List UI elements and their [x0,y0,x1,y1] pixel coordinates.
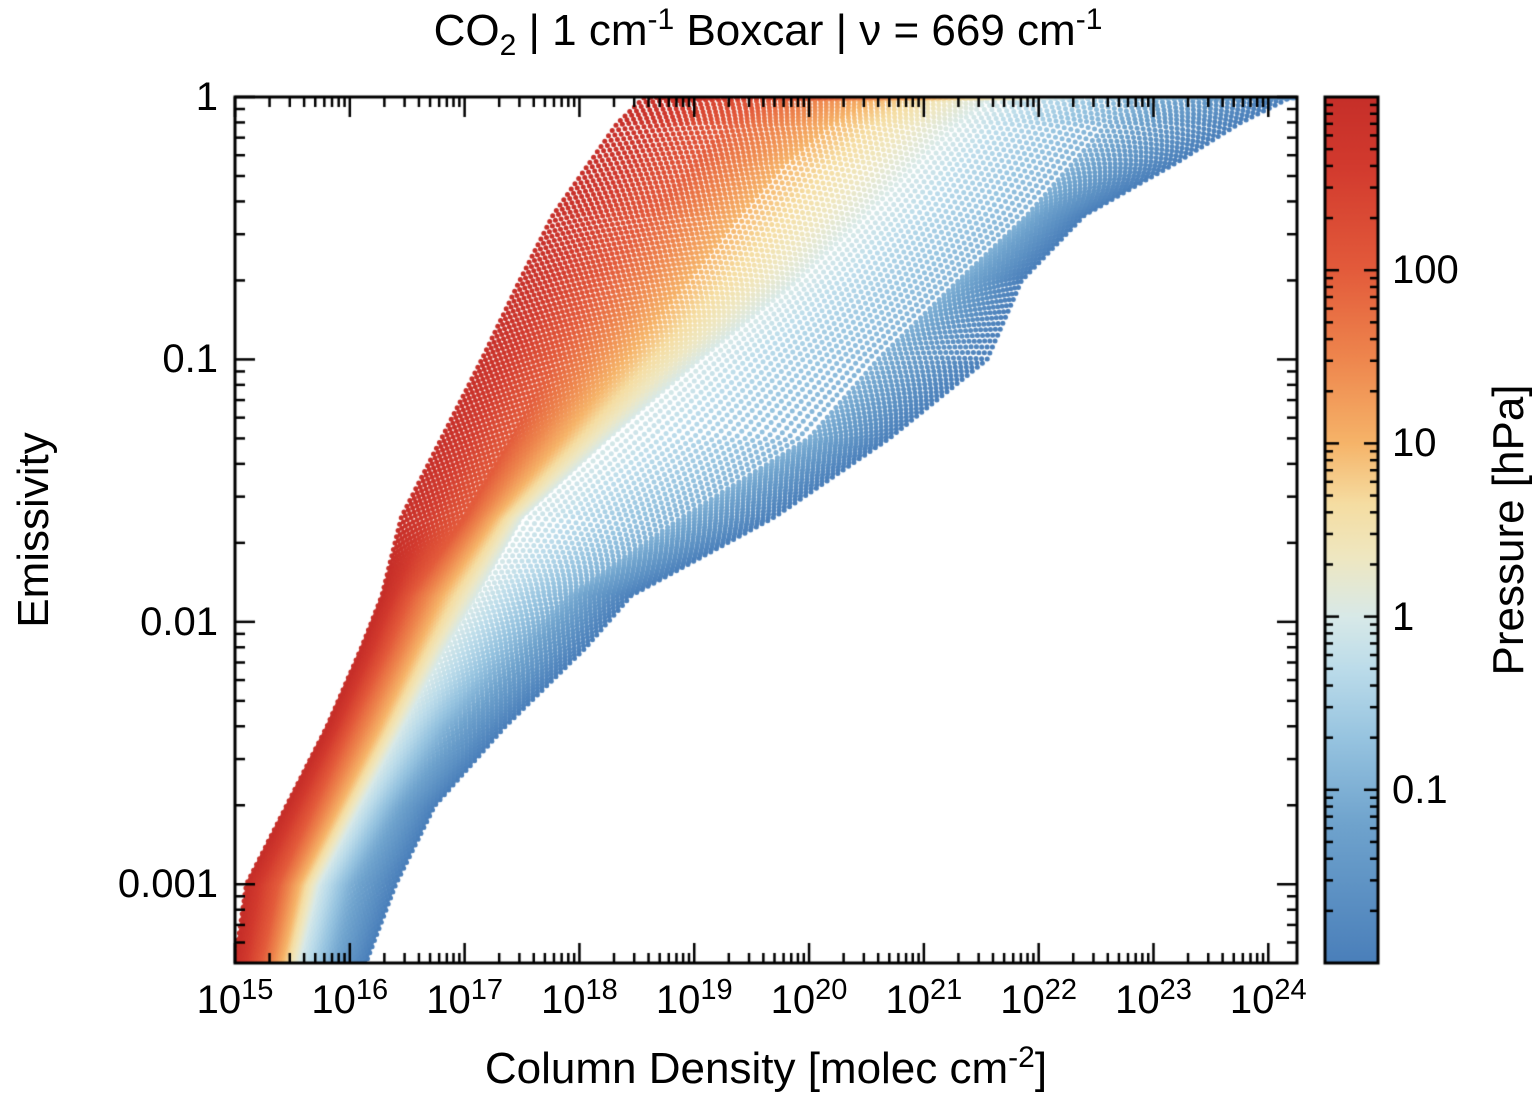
tick-base: 10 [655,978,701,1022]
text-segment: -2 [1008,1041,1035,1074]
tick-exponent: 16 [355,974,389,1006]
text-segment: Boxcar | ν = 669 cm [674,6,1076,55]
tick-exponent: 17 [470,974,503,1006]
tick-exponent: 20 [815,974,848,1006]
x-axis-label: Column Density [molec cm-2] [235,1041,1297,1094]
tick-base: 10 [426,978,471,1022]
colorbar-tick-label: 10 [1392,421,1437,466]
x-tick-label: 1016 [270,974,430,1026]
x-tick-label: 1020 [729,974,889,1026]
x-tick-label: 1015 [155,974,315,1026]
tick-base: 10 [885,978,930,1022]
colorbar-tick-label: 100 [1392,248,1459,293]
x-tick-label: 1019 [614,974,774,1026]
colorbar-label: Pressure [hPa] [1484,384,1533,676]
y-axis-label: Emissivity [9,432,58,628]
text-segment: | 1 cm [516,6,648,55]
tick-exponent: 24 [1274,974,1307,1006]
x-tick-label: 1023 [1073,974,1233,1026]
colorbar-tick-label: 1 [1392,594,1415,639]
text-segment: ] [1034,1044,1048,1093]
y-tick-label: 1 [195,75,218,119]
x-tick-label: 1022 [959,974,1119,1026]
x-tick-label: 1018 [499,974,659,1026]
x-tick-label: 1017 [385,974,545,1026]
colorbar-tick-label: 0.1 [1392,767,1448,812]
text-segment: Column Density [molec cm [484,1044,1009,1093]
tick-exponent: 21 [929,974,963,1006]
y-tick-label: 0.01 [140,599,218,644]
text-segment: 2 [499,29,517,62]
tick-exponent: 15 [241,974,274,1006]
y-tick-label: 0.001 [117,862,218,907]
tick-base: 10 [541,978,586,1022]
text-segment: -1 [647,3,675,36]
tick-base: 10 [196,978,242,1022]
tick-base: 10 [311,978,356,1022]
text-segment: CO [433,6,500,55]
tick-exponent: 19 [700,974,733,1006]
tick-base: 10 [1229,978,1275,1022]
tick-exponent: 22 [1044,974,1078,1006]
tick-exponent: 18 [585,974,618,1006]
tick-base: 10 [1000,978,1045,1022]
tick-exponent: 23 [1159,974,1192,1006]
tick-base: 10 [770,978,816,1022]
x-tick-label: 1024 [1188,974,1348,1026]
y-tick-label: 0.1 [162,337,218,382]
text-segment: -1 [1075,3,1103,36]
plot-title: CO2 | 1 cm-1 Boxcar | ν = 669 cm-1 [0,3,1536,62]
tick-base: 10 [1115,978,1160,1022]
x-tick-label: 1021 [844,974,1004,1026]
